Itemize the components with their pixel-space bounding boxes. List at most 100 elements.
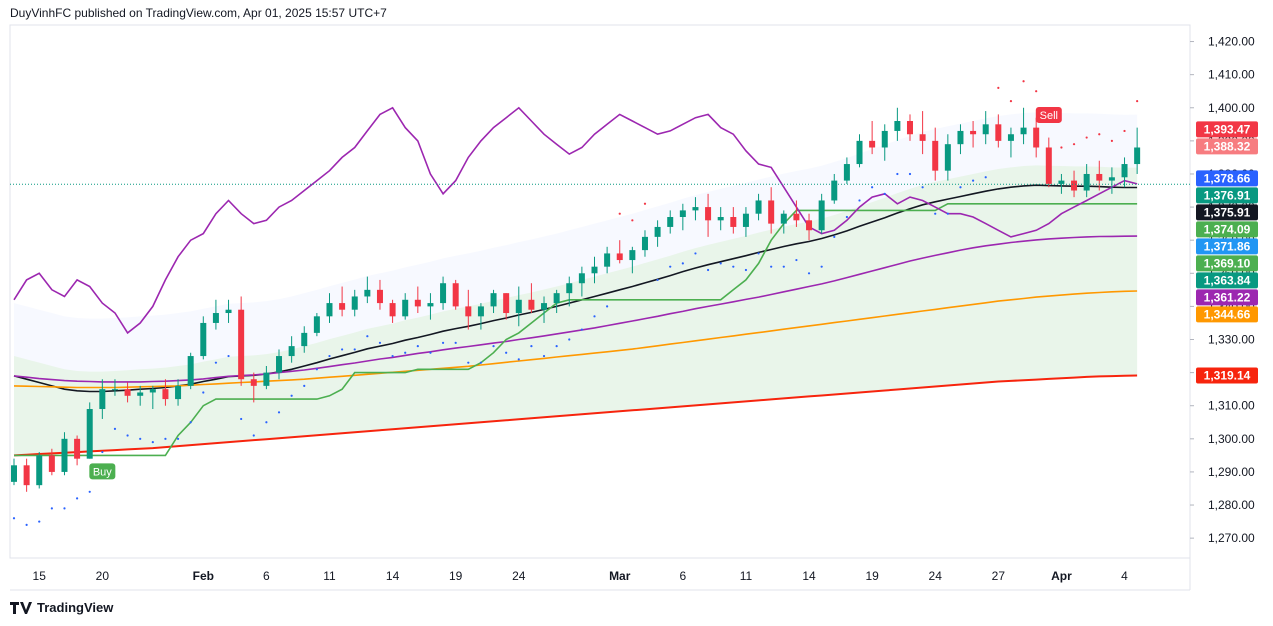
candle (225, 299, 232, 323)
candle-body (389, 303, 396, 317)
candle (679, 203, 686, 231)
sar-dot (858, 199, 861, 202)
candle (667, 210, 674, 234)
sar-dot (896, 172, 899, 176)
candle-body (503, 293, 510, 314)
sar-dot (404, 351, 407, 354)
candle-body (881, 130, 888, 148)
candle-body (629, 250, 636, 261)
sar-dot (151, 441, 154, 444)
candle (503, 293, 510, 320)
series-line-oscillator-purple (13, 106, 1138, 335)
candle-body (339, 303, 346, 310)
series-line-ma-orange (13, 290, 1138, 389)
price-label-text: 1,378.66 (1204, 171, 1251, 185)
candle (276, 349, 283, 380)
x-tick-label: 20 (96, 569, 110, 583)
sar-dot (1110, 139, 1114, 142)
candle-body (604, 253, 611, 267)
candle (86, 402, 93, 459)
candle (692, 197, 699, 221)
candle (238, 296, 245, 386)
candle-body (376, 289, 383, 304)
candle (1033, 117, 1040, 158)
sar-dot (631, 219, 634, 222)
candle (919, 111, 926, 155)
candle (288, 336, 295, 363)
candle-body (414, 299, 421, 307)
candle (843, 157, 850, 184)
x-tick-label: 6 (263, 569, 270, 583)
sar-dot (265, 421, 268, 424)
candle (970, 121, 977, 148)
candle (477, 303, 484, 330)
candle (515, 286, 522, 327)
candle (402, 293, 409, 320)
sar-dot (757, 252, 760, 255)
candle-body (742, 213, 749, 227)
price-label-box (1196, 170, 1258, 187)
sar-dot (366, 335, 369, 338)
x-tick-label: Apr (1051, 569, 1072, 583)
y-tick-label: 1,370.00 (1208, 200, 1255, 214)
candle (894, 107, 901, 141)
high-label: H (224, 34, 233, 48)
candle-body (944, 144, 951, 171)
candle-body (263, 372, 270, 386)
sar-dot (101, 450, 104, 454)
sar-dot (606, 305, 609, 308)
x-tick-label: 24 (929, 569, 943, 583)
sar-dot (694, 252, 697, 255)
sar-dot (492, 345, 495, 348)
x-tick-label: 19 (865, 569, 879, 583)
sar-dot (517, 358, 520, 361)
sar-dot (1009, 100, 1013, 103)
candle-body (806, 220, 813, 231)
candle (36, 452, 43, 489)
candle (326, 293, 333, 323)
sar-dot (1098, 133, 1101, 136)
candle (932, 127, 939, 181)
sar-dot (1047, 109, 1050, 113)
candle-body (1083, 173, 1090, 191)
sar-dot (959, 186, 962, 189)
sar-dot (706, 268, 710, 272)
candle-body (541, 303, 548, 310)
candle-body (149, 389, 156, 393)
sar-dot (303, 384, 306, 387)
sar-dot (378, 341, 382, 344)
price-label-box (1196, 272, 1258, 289)
x-tick-label: 6 (679, 569, 686, 583)
upper-band (14, 112, 1138, 372)
candle (566, 276, 573, 307)
candle (351, 289, 358, 317)
candle (541, 296, 548, 323)
candle (61, 432, 68, 476)
candle (1083, 164, 1090, 198)
price-label-text: 1,376.91 (1204, 188, 1251, 202)
tradingview-logo[interactable]: TradingView (10, 600, 113, 615)
sar-dot (454, 341, 457, 344)
candle (1108, 167, 1115, 194)
price-label-text: 1,344.66 (1204, 307, 1251, 321)
candle (200, 316, 207, 360)
sar-dot (1022, 80, 1025, 83)
candle-body (175, 385, 182, 400)
sar-dot (782, 265, 785, 268)
candle-body (982, 124, 989, 135)
candle-body (276, 356, 283, 373)
candle-body (326, 303, 333, 317)
series-line-ma-red (13, 374, 1138, 457)
sar-dot (568, 338, 571, 341)
symbol-label[interactable]: VN30 Index · 4h · HOSE (18, 34, 150, 48)
candle-body (616, 253, 623, 261)
candle (389, 299, 396, 323)
price-label-text: 1,371.86 (1204, 239, 1251, 253)
price-label-text: 1,363.84 (1204, 273, 1251, 287)
candle-body (351, 296, 358, 310)
candle (149, 385, 156, 410)
x-tick-label: 14 (802, 569, 816, 583)
candle (793, 200, 800, 227)
candle-body (1071, 180, 1078, 191)
